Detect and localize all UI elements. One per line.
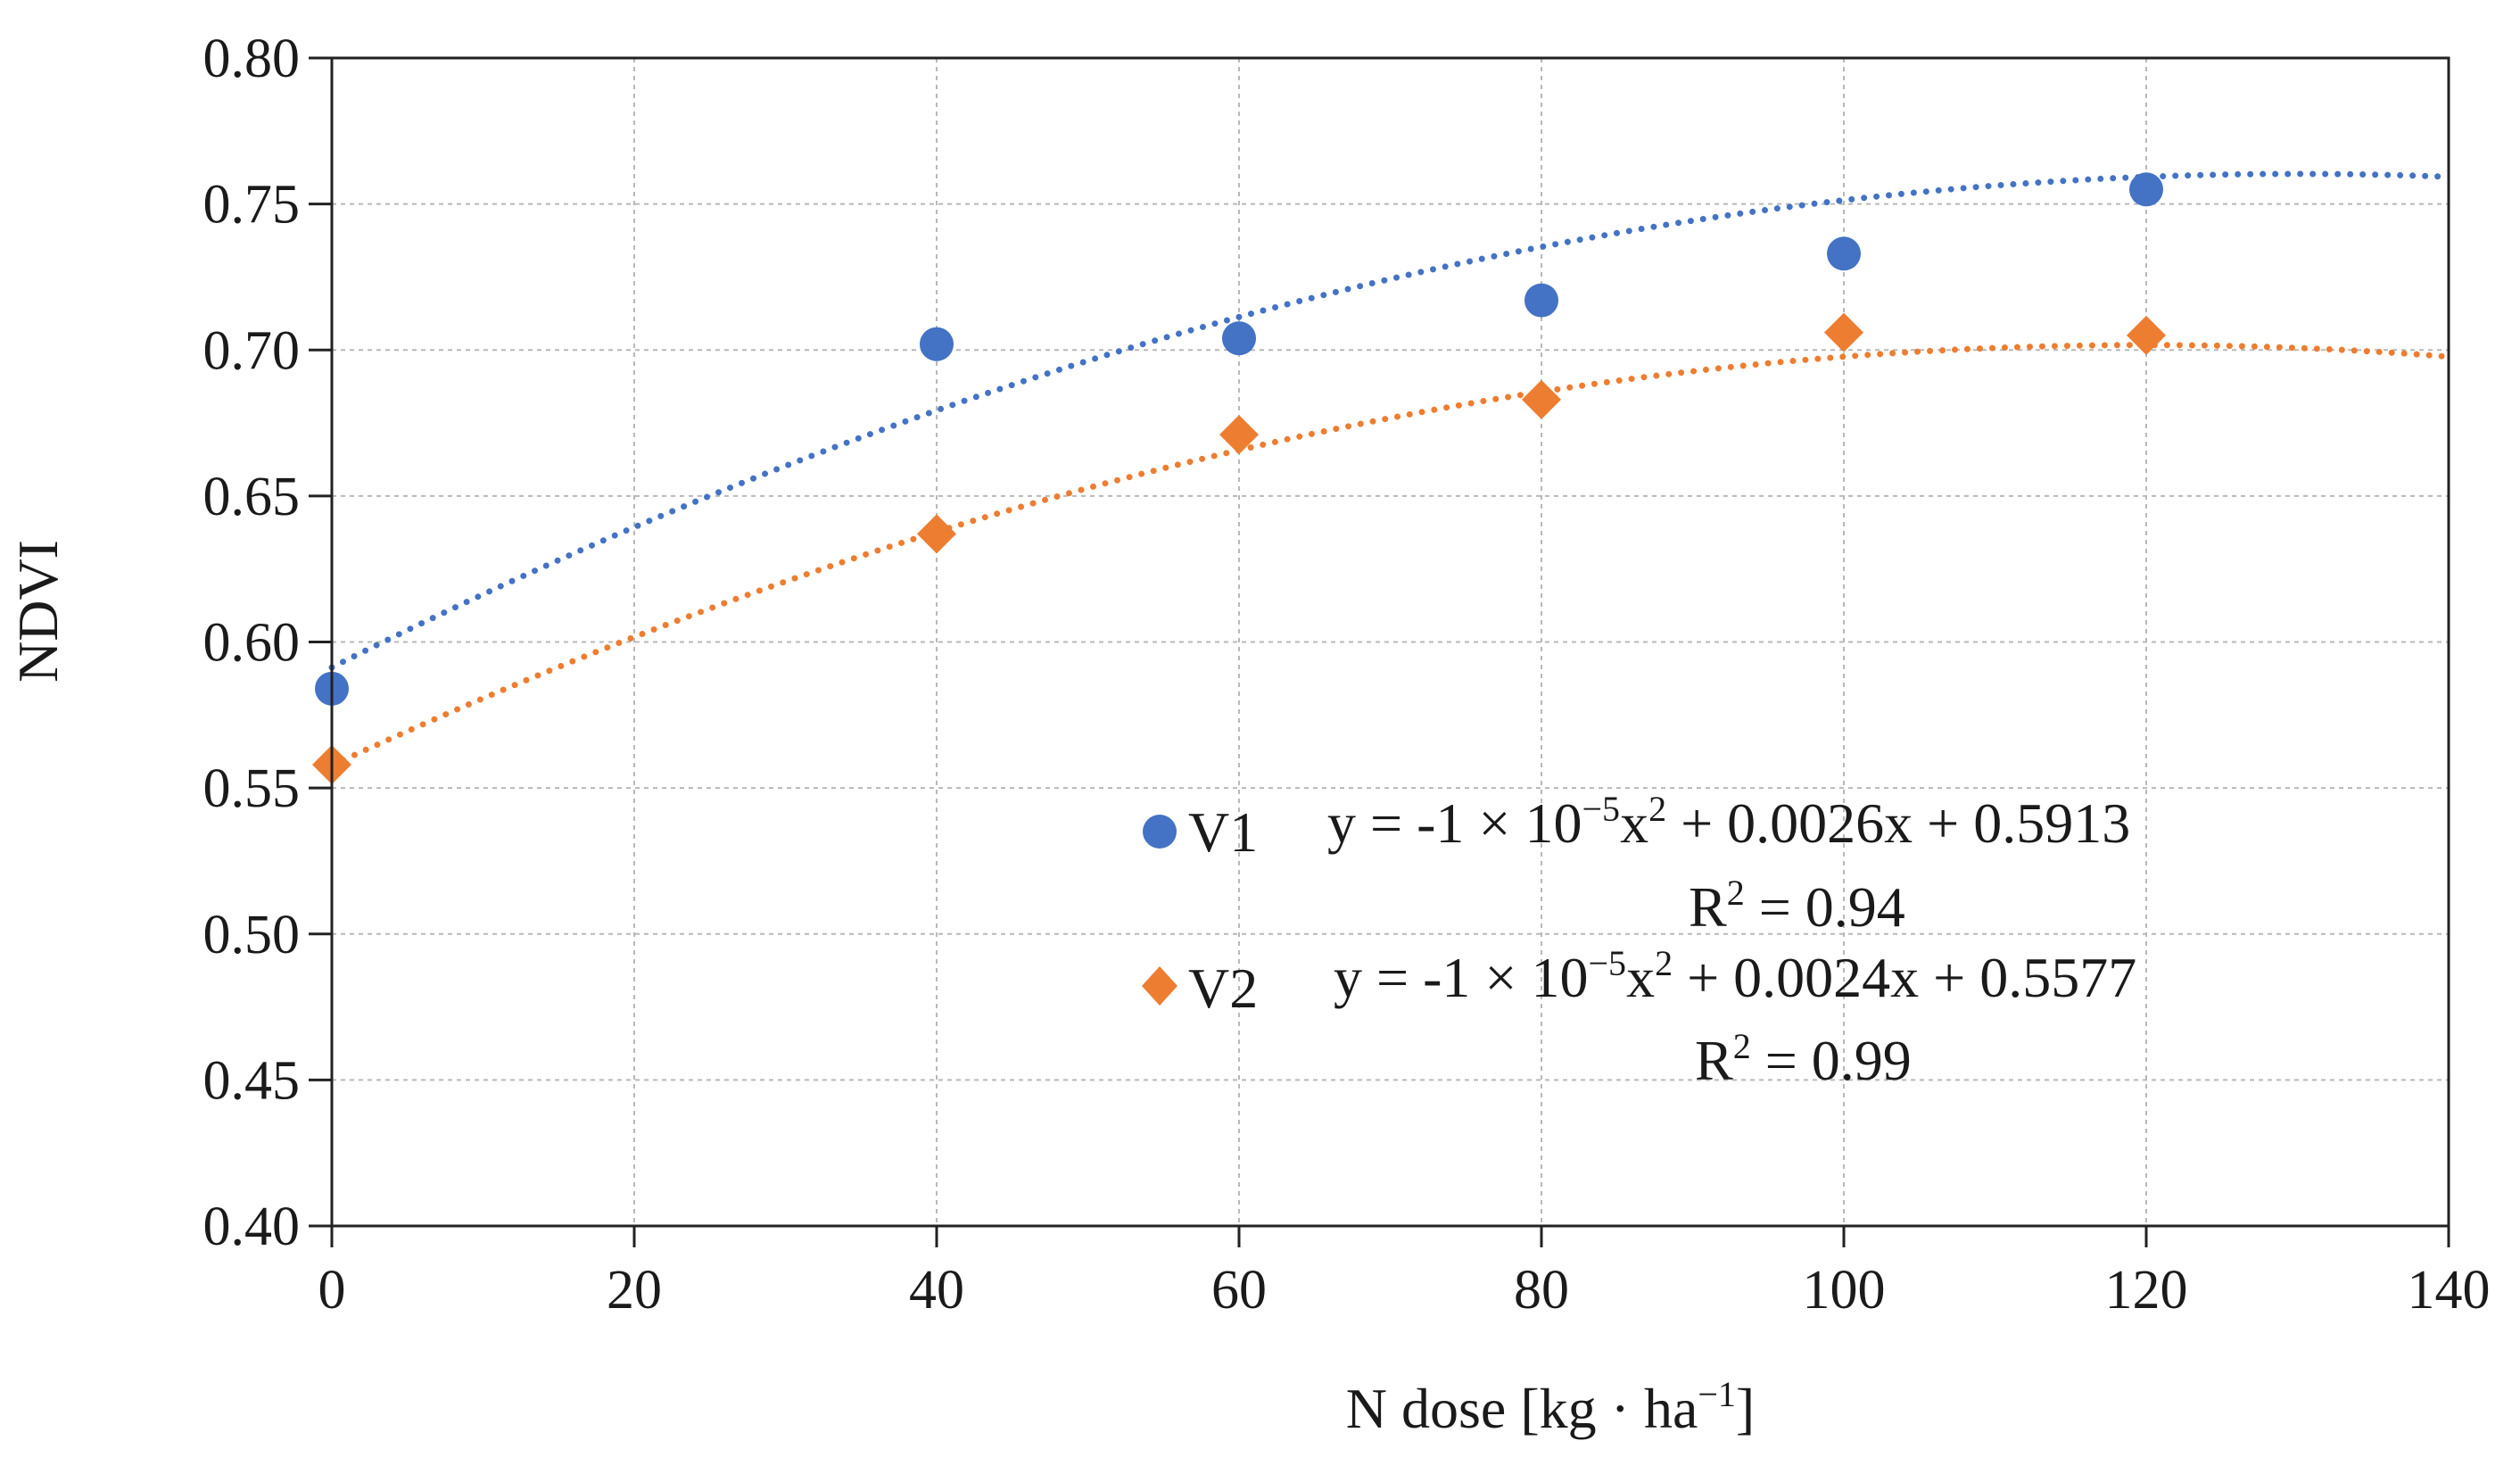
data-point-v1 xyxy=(920,327,954,361)
legend-v1-eq-sup1: −5 xyxy=(1582,789,1621,829)
legend-v2-label: V2 xyxy=(1188,956,1258,1020)
data-point-v1 xyxy=(1524,283,1558,318)
y-tick-label: 0.70 xyxy=(203,320,301,381)
legend-v2-r2-part1: R xyxy=(1695,1029,1733,1092)
x-tick-label: 0 xyxy=(318,1260,346,1321)
y-axis-title: NDVI xyxy=(6,540,70,683)
trendlines xyxy=(328,170,2452,769)
y-tick-label: 0.45 xyxy=(203,1050,301,1111)
data-point-v2 xyxy=(1522,379,1561,419)
data-point-v2 xyxy=(2127,315,2166,355)
legend-v1-eq-part1: y = -1 × 10 xyxy=(1327,791,1582,855)
legend-v2-eq-sup2: 2 xyxy=(1655,943,1673,983)
data-point-v2 xyxy=(917,514,956,554)
legend-v1-eq-part3: + 0.0026x + 0.5913 xyxy=(1666,791,2130,855)
legend-v2-eq-part1: y = -1 × 10 xyxy=(1334,946,1589,1009)
legend-v1-eq-part2: x xyxy=(1620,791,1648,855)
y-tick-label: 0.40 xyxy=(203,1197,301,1257)
trendline-v1 xyxy=(328,170,2452,671)
trendline-v2 xyxy=(328,342,2452,769)
legend-entry-v1: V1 y = -1 × 10−5x2 + 0.0026x + 0.5913 R2… xyxy=(1143,789,2130,939)
y-tick-label: 0.75 xyxy=(203,175,301,236)
data-point-v2 xyxy=(1824,312,1863,352)
legend-v1-eq-sup2: 2 xyxy=(1648,789,1666,829)
legend-v2-eq-part3: + 0.0024x + 0.5577 xyxy=(1673,946,2136,1009)
x-tick-label: 120 xyxy=(2105,1260,2188,1321)
legend-v1-label: V1 xyxy=(1188,800,1258,864)
data-point-v2 xyxy=(1219,415,1259,455)
legend-v1-r2-part2: = 0.94 xyxy=(1745,875,1905,939)
x-axis-title-text: N dose [kg · ha xyxy=(1346,1377,1698,1440)
x-tick-label: 40 xyxy=(909,1260,964,1321)
x-tick-label: 60 xyxy=(1211,1260,1267,1321)
legend-v1-r2: R2 = 0.94 xyxy=(1689,873,1905,939)
data-point-v1 xyxy=(1827,236,1861,271)
legend-v2-eq-part2: x xyxy=(1626,946,1655,1009)
x-tick-label: 100 xyxy=(1803,1260,1886,1321)
y-tick-label: 0.60 xyxy=(203,613,301,674)
legend-v2-r2: R2 = 0.99 xyxy=(1695,1026,1912,1092)
x-axis-title-superscript: −1 xyxy=(1698,1374,1736,1414)
y-tick-label: 0.55 xyxy=(203,758,301,819)
legend-v1-marker xyxy=(1143,815,1177,849)
legend-v1-r2-part1: R xyxy=(1689,875,1727,939)
x-tick-label: 140 xyxy=(2408,1260,2491,1321)
x-axis-title: N dose [kg · ha−1] xyxy=(1346,1374,1755,1440)
data-points xyxy=(312,172,2166,784)
legend-v2-marker xyxy=(1142,966,1177,1006)
legend-v2-eq-sup1: −5 xyxy=(1589,943,1627,983)
grid xyxy=(332,58,2449,1226)
plot-area-border xyxy=(330,56,2450,1228)
legend: V1 y = -1 × 10−5x2 + 0.0026x + 0.5913 R2… xyxy=(1142,789,2136,1092)
y-tick-label: 0.65 xyxy=(203,467,301,527)
y-tick-labels: 0.40 0.45 0.50 0.55 0.60 0.65 0.70 0.75 0.80 xyxy=(203,29,332,1257)
legend-v2-equation: y = -1 × 10−5x2 + 0.0024x + 0.5577 xyxy=(1334,943,2136,1009)
legend-v2-r2-sup: 2 xyxy=(1733,1026,1751,1066)
x-tick-label: 20 xyxy=(607,1260,662,1321)
x-tick-label: 80 xyxy=(1514,1260,1569,1321)
legend-v2-r2-part2: = 0.99 xyxy=(1751,1029,1912,1092)
x-tick-labels: 0 20 40 60 80 100 120 140 xyxy=(318,1226,2491,1321)
data-point-v1 xyxy=(1222,321,1256,356)
legend-entry-v2: V2 y = -1 × 10−5x2 + 0.0024x + 0.5577 R2… xyxy=(1142,943,2136,1092)
legend-v1-equation: y = -1 × 10−5x2 + 0.0026x + 0.5913 xyxy=(1327,789,2130,855)
data-point-v1 xyxy=(2129,172,2163,207)
legend-v1-r2-sup: 2 xyxy=(1727,873,1745,913)
x-axis-title-end: ] xyxy=(1736,1377,1755,1440)
y-tick-label: 0.50 xyxy=(203,905,301,965)
y-tick-label: 0.80 xyxy=(203,29,301,89)
